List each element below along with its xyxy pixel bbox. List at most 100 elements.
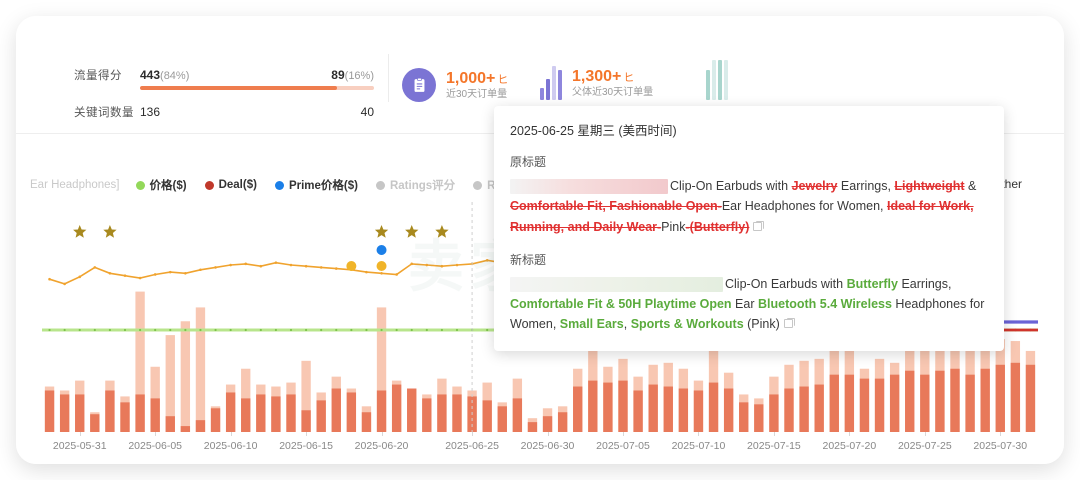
axis-tick-mark xyxy=(1000,432,1001,436)
axis-tick-label: 2025-07-15 xyxy=(747,440,801,452)
bar-base xyxy=(452,394,461,434)
line-point xyxy=(184,272,187,275)
line-price-point xyxy=(290,329,292,331)
copy-icon-new[interactable] xyxy=(784,319,793,328)
line-point xyxy=(260,265,263,268)
legend-dot-ratings-score xyxy=(376,181,385,190)
bar-base xyxy=(75,394,84,434)
bar-base xyxy=(483,400,492,434)
bar-base xyxy=(603,383,612,434)
diff-plain-text: Clip-On Earbuds with xyxy=(725,277,847,291)
legend-dot-price xyxy=(136,181,145,190)
star-marker xyxy=(73,225,86,238)
line-point xyxy=(410,263,413,266)
line-point xyxy=(320,266,323,269)
clipboard-icon xyxy=(402,68,436,102)
bar-base xyxy=(437,394,446,434)
line-point xyxy=(441,265,444,268)
diff-plain-text: (Pink) xyxy=(744,317,780,331)
bar-base xyxy=(1026,365,1035,434)
bar-base xyxy=(754,404,763,434)
legend-label-price: 价格($) xyxy=(150,177,187,193)
axis-tick-mark xyxy=(231,432,232,436)
bar-base xyxy=(845,375,854,434)
legend-item-deal[interactable]: Deal($) xyxy=(205,179,257,191)
bar-base xyxy=(498,406,507,434)
bar-base xyxy=(332,389,341,434)
bar-base xyxy=(105,390,114,434)
bar-base xyxy=(724,389,733,434)
axis-tick-mark xyxy=(698,432,699,436)
line-point xyxy=(94,266,97,269)
diff-inserted-text: Small Ears xyxy=(560,317,624,331)
axis-tick-label: 2025-06-30 xyxy=(521,440,575,452)
line-price-point xyxy=(441,329,443,331)
axis-tick-mark xyxy=(306,432,307,436)
line-point xyxy=(335,267,338,270)
kpi-parent-orders-label: 父体近30天订单量 xyxy=(572,87,653,99)
axis-tick-label: 2025-06-25 xyxy=(445,440,499,452)
star-marker xyxy=(375,225,388,238)
traffic-left-percent: (84%) xyxy=(160,70,189,82)
line-price-point xyxy=(245,329,247,331)
bar-base xyxy=(241,398,250,434)
bar-base xyxy=(271,396,280,434)
bar-base xyxy=(965,375,974,434)
bar-chart-icon-purple xyxy=(540,66,562,100)
legend-title: Ear Headphones] xyxy=(30,179,120,191)
bar-base xyxy=(392,385,401,434)
star-marker xyxy=(405,225,418,238)
bar-base xyxy=(784,389,793,434)
line-point xyxy=(139,277,142,280)
axis-tick-mark xyxy=(925,432,926,436)
bar-base xyxy=(573,387,582,434)
bar-base xyxy=(211,408,220,434)
line-price-point xyxy=(139,329,141,331)
bar-base xyxy=(1011,363,1020,434)
line-point xyxy=(169,271,172,274)
bar-base xyxy=(890,375,899,434)
line-point xyxy=(290,264,293,267)
line-point xyxy=(229,264,232,267)
bar-base xyxy=(633,390,642,434)
legend-label-deal: Deal($) xyxy=(219,179,257,191)
traffic-right-value: 89 xyxy=(331,68,344,82)
axis-tick-label: 2025-06-15 xyxy=(279,440,333,452)
bar-base xyxy=(301,410,310,434)
legend-dot-prime-price xyxy=(275,181,284,190)
legend-item-price[interactable]: 价格($) xyxy=(136,177,187,193)
diff-inserted-text: Bluetooth 5.4 Wireless xyxy=(758,297,892,311)
star-marker xyxy=(435,225,448,238)
legend-dot-deal xyxy=(205,181,214,190)
kpi-orders-value: 1,000+ヒ xyxy=(446,70,508,87)
axis-tick-label: 2025-06-10 xyxy=(204,440,258,452)
kpi-parent-orders-30d: 1,300+ヒ 父体近30天订单量 xyxy=(572,68,653,99)
legend-item-ratings-score[interactable]: Ratings评分 xyxy=(376,177,455,193)
axis-tick-label: 2025-07-25 xyxy=(898,440,952,452)
diff-plain-text: Ear Headphones for Women, xyxy=(722,199,887,213)
line-price-point xyxy=(48,329,50,331)
line-point xyxy=(214,266,217,269)
bar-base xyxy=(996,365,1005,434)
bar-base xyxy=(799,387,808,434)
line-price-point xyxy=(64,329,66,331)
bar-base xyxy=(950,369,959,434)
bar-chart-icon-teal xyxy=(706,66,728,100)
bar-base xyxy=(815,385,824,434)
tooltip-old-title: Clip-On Earbuds with Jewelry Earrings, L… xyxy=(510,176,988,237)
line-point xyxy=(244,263,247,266)
copy-icon-old[interactable] xyxy=(753,222,762,231)
axis-tick-label: 2025-07-05 xyxy=(596,440,650,452)
legend-item-prime-price[interactable]: Prime价格($) xyxy=(275,177,358,193)
bar-base xyxy=(694,390,703,434)
axis-tick-mark xyxy=(382,432,383,436)
line-point xyxy=(486,259,489,262)
line-price-point xyxy=(124,329,126,331)
bar-total xyxy=(181,321,190,434)
kpi-orders-label: 近30天订单量 xyxy=(446,89,508,101)
bar-base xyxy=(860,379,869,434)
line-point xyxy=(275,261,278,264)
diff-plain-text: , xyxy=(624,317,631,331)
axis-tick-mark xyxy=(548,432,549,436)
line-price-point xyxy=(456,329,458,331)
